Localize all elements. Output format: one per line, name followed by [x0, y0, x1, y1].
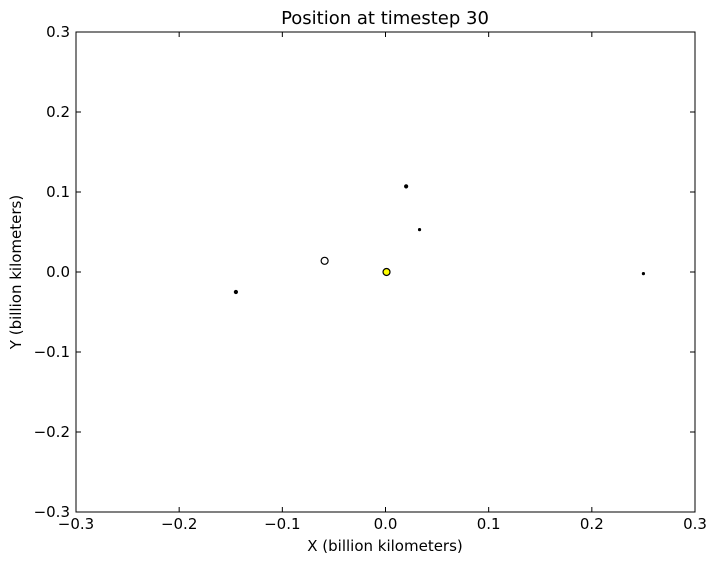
- y-tick-label: −0.3: [34, 503, 70, 521]
- data-point: [382, 267, 391, 277]
- x-tick-label: 0.0: [374, 515, 398, 533]
- data-point: [320, 256, 329, 265]
- y-tick-label: −0.2: [34, 423, 70, 441]
- x-tick-label: −0.1: [264, 515, 300, 533]
- y-tick-label: −0.1: [34, 343, 70, 361]
- y-tick-label: 0.0: [46, 263, 70, 281]
- x-tick-label: 0.2: [580, 515, 604, 533]
- x-tick-label: −0.3: [58, 515, 94, 533]
- data-point: [641, 271, 646, 276]
- x-tick-label: 0.3: [683, 515, 707, 533]
- y-axis-title: Y (billion kilometers): [7, 195, 25, 350]
- data-point: [404, 184, 409, 189]
- data-point: [233, 289, 239, 295]
- y-tick-label: 0.1: [46, 183, 70, 201]
- chart-title: Position at timestep 30: [281, 8, 489, 29]
- y-tick-label: 0.3: [46, 23, 70, 41]
- x-tick-label: 0.1: [477, 515, 501, 533]
- x-tick-label: −0.2: [161, 515, 197, 533]
- y-tick-label: 0.2: [46, 103, 70, 121]
- data-point: [417, 228, 422, 232]
- x-axis-title: X (billion kilometers): [307, 537, 463, 555]
- plot-area: −0.3 −0.2 −0.1 0.0 0.1 0.2 0.3 −0.3 −0.2 −0.1 0.0 0…: [34, 23, 707, 533]
